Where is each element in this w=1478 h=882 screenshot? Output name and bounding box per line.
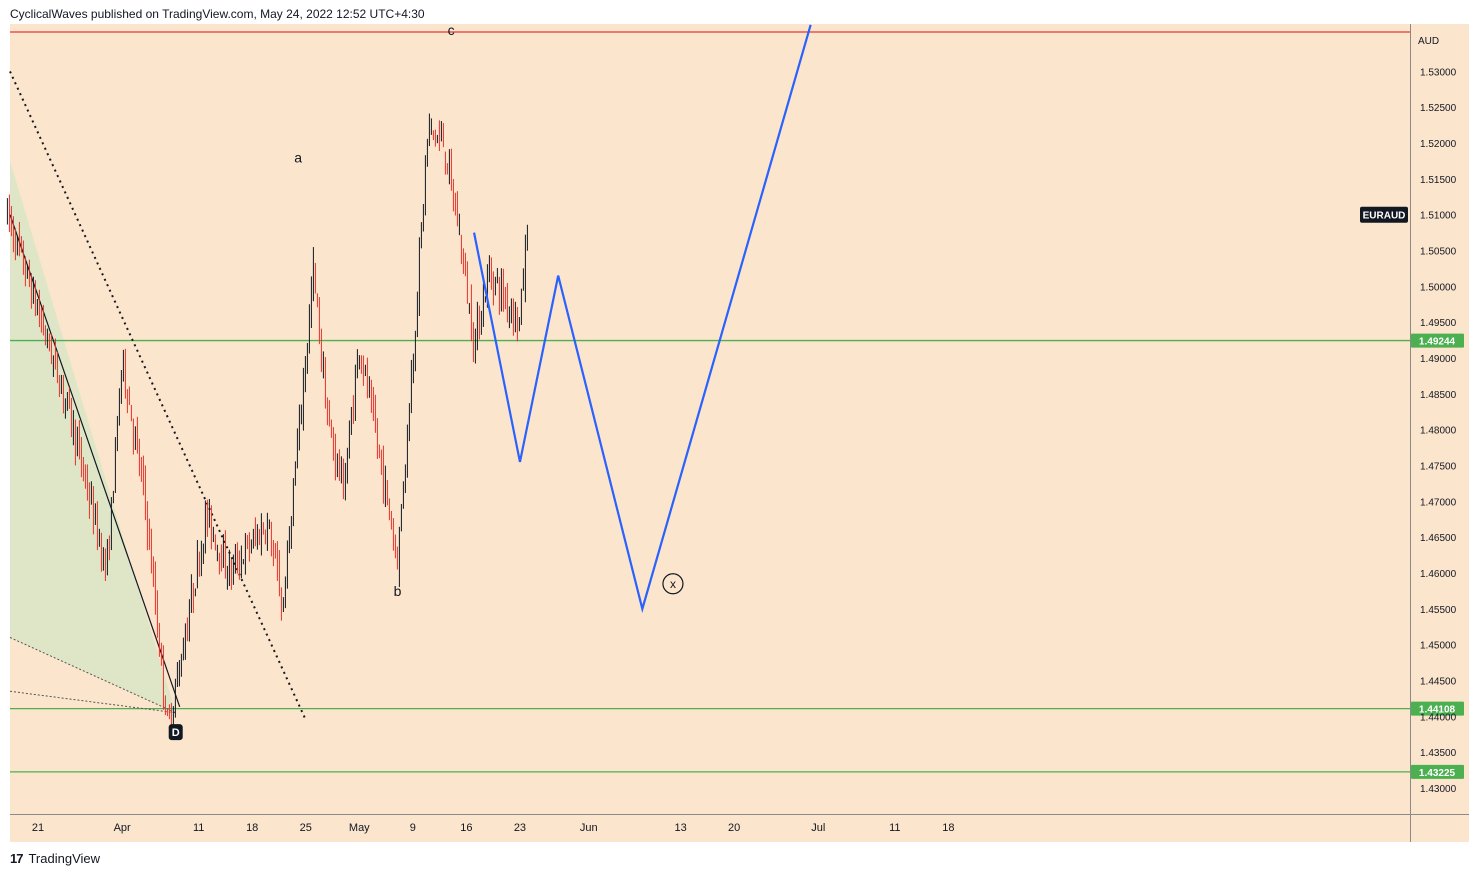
time-tick-label: 11 <box>193 822 204 834</box>
price-tick-label: 1.50500 <box>1420 247 1457 258</box>
price-tick-label: 1.49000 <box>1420 354 1457 365</box>
time-tick-label: 23 <box>514 822 526 834</box>
time-tick-label: Jul <box>811 822 825 834</box>
time-tick-label: Apr <box>114 822 131 834</box>
price-tick-label: 1.44000 <box>1420 712 1457 723</box>
trendlines-layer <box>9 70 307 721</box>
price-tick-label: 1.51000 <box>1420 211 1457 222</box>
level-price-tag <box>1411 764 1464 779</box>
price-tick-label: 1.45500 <box>1420 605 1457 616</box>
price-tick-label: 1.52500 <box>1420 103 1457 114</box>
time-tick-label: 18 <box>246 822 258 834</box>
time-tick-label: 13 <box>674 822 686 834</box>
price-tick-label: 1.51500 <box>1420 175 1457 186</box>
currency-label: AUD <box>1418 36 1439 47</box>
price-tick-label: 1.44500 <box>1420 677 1457 688</box>
projection-path <box>472 24 812 614</box>
time-tick-label: May <box>349 822 370 834</box>
symbol-tag-text: EURAUD <box>1363 211 1406 222</box>
price-tick-label: 1.43000 <box>1420 784 1457 795</box>
time-tick-label: 20 <box>728 822 740 834</box>
time-tick-label: 16 <box>460 822 472 834</box>
price-tick-label: 1.52000 <box>1420 139 1457 150</box>
price-tick-label: 1.48000 <box>1420 426 1457 437</box>
price-tick-label: 1.49500 <box>1420 318 1457 329</box>
price-tick-label: 1.53000 <box>1420 67 1457 78</box>
wedge-upper-line <box>9 214 181 707</box>
level-price-tag-text: 1.43225 <box>1419 768 1456 779</box>
price-axis[interactable]: 1.49244 1.44108 1.43225 1.53000 1.52500 1.520… <box>1360 36 1464 795</box>
price-tick-label: 1.48500 <box>1420 390 1457 401</box>
price-tick-label: 1.47000 <box>1420 497 1457 508</box>
wave-labels-layer: a b c Dx <box>168 22 684 741</box>
horizontal-levels-layer <box>10 31 1410 773</box>
wave-label-circle <box>662 573 684 595</box>
wave-label-box <box>168 724 183 741</box>
symbol-tag <box>1360 206 1408 223</box>
axis-background <box>1411 24 1469 814</box>
wave-label: x <box>670 577 676 591</box>
time-tick-label: 11 <box>889 822 900 834</box>
tradingview-logo-icon: 17 <box>10 851 24 866</box>
level-price-tag-text: 1.44108 <box>1419 705 1456 716</box>
time-axis-background <box>10 814 1469 842</box>
wave-label: b <box>394 583 402 599</box>
price-tick-label: 1.46000 <box>1420 569 1457 580</box>
level-price-tag-text: 1.49244 <box>1419 337 1456 348</box>
time-tick-label: Jun <box>580 822 598 834</box>
price-tick-label: 1.47500 <box>1420 462 1457 473</box>
publisher-caption: CyclicalWaves published on TradingView.c… <box>10 7 425 21</box>
footer-brand[interactable]: 17 TradingView <box>10 851 100 866</box>
wave-label: c <box>448 22 455 38</box>
plot-background <box>10 24 1410 814</box>
brand-name: TradingView <box>28 851 101 866</box>
time-tick-label: 25 <box>300 822 312 834</box>
wave-label: a <box>294 149 302 165</box>
time-tick-label: 9 <box>410 822 416 834</box>
level-price-tag <box>1411 701 1464 716</box>
price-tick-label: 1.43500 <box>1420 748 1457 759</box>
time-axis[interactable]: 21 Apr 11 18 25 May 9 16 23 Jun 13 20 Jul 11 18 <box>32 822 955 834</box>
wave-label: D <box>172 727 180 739</box>
price-tick-label: 1.50000 <box>1420 282 1457 293</box>
price-tick-label: 1.46500 <box>1420 533 1457 544</box>
level-price-tag <box>1411 333 1464 348</box>
time-tick-label: 21 <box>32 822 44 834</box>
time-tick-label: 18 <box>942 822 954 834</box>
price-tick-label: 1.45000 <box>1420 641 1457 652</box>
projection-layer <box>472 24 812 614</box>
candles-layer <box>6 113 528 736</box>
